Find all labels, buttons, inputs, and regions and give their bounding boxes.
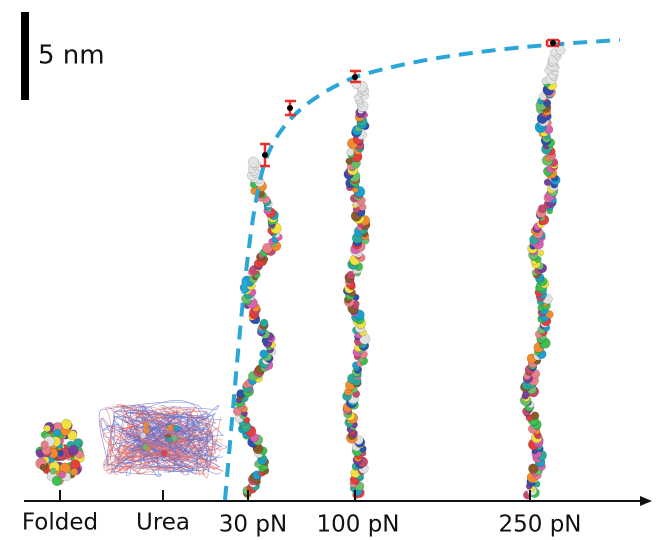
unfolded-trace bbox=[128, 418, 180, 463]
mean-point bbox=[550, 40, 556, 46]
unfolded-trace bbox=[135, 409, 223, 448]
condition-label: Urea bbox=[136, 510, 190, 536]
condition-label: Folded bbox=[22, 510, 98, 536]
unfolded-trace bbox=[130, 409, 208, 473]
unfolded-trace bbox=[99, 410, 144, 456]
mean-point bbox=[262, 152, 268, 158]
protein-chains bbox=[35, 45, 566, 500]
fit-curve bbox=[223, 38, 621, 501]
residue bbox=[61, 418, 72, 430]
unfolded-trace bbox=[105, 438, 206, 474]
residue bbox=[142, 421, 150, 429]
residue bbox=[40, 440, 49, 449]
unfolded-trace bbox=[162, 407, 214, 473]
unfolded-trace bbox=[113, 410, 221, 452]
residue bbox=[68, 444, 79, 456]
unfolded-trace bbox=[110, 404, 177, 476]
residue bbox=[139, 432, 147, 439]
scale-bar bbox=[21, 12, 29, 100]
residue bbox=[247, 156, 260, 168]
residue bbox=[166, 424, 174, 431]
residue bbox=[67, 430, 78, 441]
unfolded-trace bbox=[102, 418, 209, 435]
residue bbox=[141, 443, 149, 451]
condition-label: 100 pN bbox=[316, 512, 399, 538]
unfolded-trace bbox=[103, 415, 191, 469]
residue bbox=[39, 463, 47, 471]
unfolded-trace bbox=[103, 405, 214, 468]
axis-ticks bbox=[59, 490, 531, 501]
unfolded-trace bbox=[124, 407, 200, 463]
unfolded-trace bbox=[125, 413, 216, 475]
condition-label: 30 pN bbox=[219, 512, 287, 538]
residue bbox=[165, 436, 173, 444]
residue bbox=[346, 270, 356, 280]
unfolded-trace bbox=[122, 422, 223, 458]
residue bbox=[53, 428, 62, 437]
unfolded-trace bbox=[98, 401, 203, 466]
residue bbox=[173, 424, 180, 432]
unfolded-trace bbox=[111, 416, 195, 443]
residue bbox=[537, 249, 545, 257]
residue bbox=[70, 459, 81, 470]
condition-label: 250 pN bbox=[498, 512, 581, 538]
residue bbox=[543, 178, 552, 186]
residue bbox=[530, 411, 540, 420]
residue bbox=[51, 475, 63, 487]
residue bbox=[259, 349, 269, 359]
scale-bar-label: 5 nm bbox=[38, 41, 105, 71]
mean-points bbox=[262, 40, 556, 158]
residue bbox=[346, 148, 355, 157]
mean-point bbox=[352, 74, 358, 80]
residue bbox=[259, 318, 269, 328]
unfolded-trace bbox=[117, 425, 209, 472]
residue bbox=[58, 471, 66, 479]
unfolded-trace bbox=[107, 424, 204, 476]
residue bbox=[43, 424, 51, 433]
residue bbox=[161, 449, 168, 457]
residue bbox=[57, 450, 64, 457]
mean-point bbox=[287, 105, 293, 111]
residue bbox=[49, 467, 57, 475]
residue bbox=[171, 435, 179, 442]
error-bars bbox=[260, 38, 561, 168]
residue bbox=[70, 467, 79, 476]
